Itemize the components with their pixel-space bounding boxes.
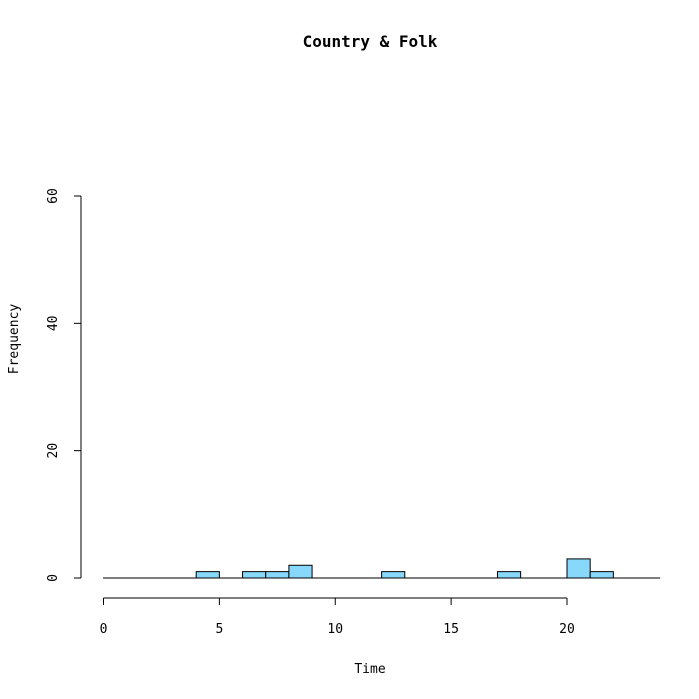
y-tick-label-0: 0 [46, 574, 61, 582]
histogram-bar-8 [288, 564, 313, 579]
histogram-bar-12 [381, 571, 406, 579]
y-axis: 0 20 40 60 [46, 188, 82, 582]
x-tick-label-0: 0 [100, 622, 108, 637]
histogram-bar-17 [496, 571, 522, 579]
x-tick-label-3: 15 [443, 622, 459, 637]
y-tick-label-3: 60 [46, 188, 61, 204]
x-tick-label-2: 10 [327, 622, 343, 637]
histogram-bar-4 [195, 571, 220, 579]
y-tick-label-1: 20 [46, 443, 61, 459]
histogram-bar-7 [265, 571, 290, 579]
histogram-bar-20 [566, 558, 591, 579]
bars-group [103, 558, 661, 579]
x-axis-label: Time [354, 662, 385, 677]
y-tick-label-2: 40 [46, 316, 61, 332]
x-tick-label-1: 5 [215, 622, 223, 637]
x-tick-label-4: 20 [559, 622, 575, 637]
x-axis: 0 5 10 15 20 [100, 597, 575, 637]
histogram-bar-6 [242, 571, 267, 579]
y-axis-label: Frequency [7, 304, 22, 375]
chart-title: Country & Folk [303, 32, 438, 51]
histogram-bar-21 [589, 571, 614, 579]
